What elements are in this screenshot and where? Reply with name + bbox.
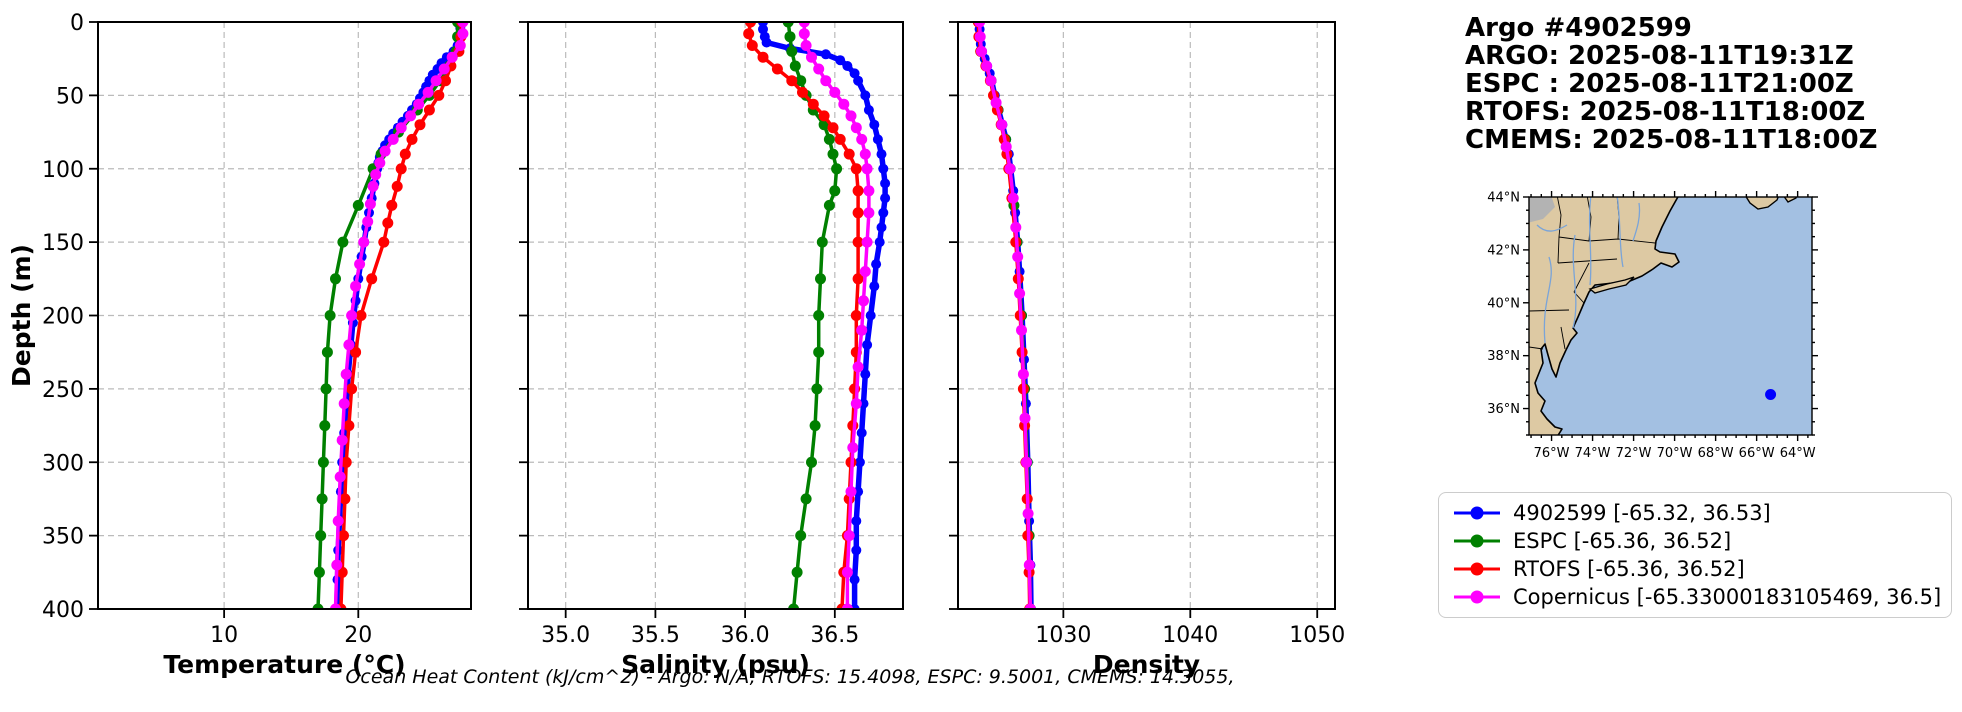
density-panel: 1030 1040 1050 Density	[949, 21, 1345, 679]
legend-item-4902599: 4902599 [-65.32, 36.53]	[1453, 501, 1937, 525]
legend-item-copernicus: Copernicus [-65.33000183105469, 36.5]	[1453, 585, 1941, 609]
map-lon-label: 70°W	[1657, 446, 1693, 461]
depth-axis-label: Depth (m)	[7, 244, 36, 387]
legend-item-espc: ESPC [-65.36, 36.52]	[1453, 529, 1937, 553]
y-tick-label: 200	[42, 305, 84, 330]
temperature-series-copernicus	[330, 21, 469, 610]
legend-marker-icon	[1454, 506, 1500, 520]
x-tick-label: 36.0	[721, 623, 770, 648]
map-lat-label: 38°N	[1487, 349, 1520, 364]
y-tick-label: 0	[70, 11, 84, 36]
map-lat-label: 40°N	[1487, 296, 1520, 311]
map-lat-label: 36°N	[1487, 402, 1520, 417]
legend-marker-icon	[1454, 562, 1500, 576]
map-land-group	[1529, 197, 1798, 435]
legend-item-label: 4902599 [-65.32, 36.53]	[1513, 501, 1771, 525]
map-long-island	[1588, 276, 1635, 294]
map-lat-label: 44°N	[1487, 191, 1520, 206]
salinity-series-espc	[782, 21, 843, 610]
x-tick-label: 1050	[1289, 623, 1345, 648]
info-espc-time: ESPC : 2025-08-11T21:00Z	[1465, 69, 1854, 99]
map-nova-scotia	[1745, 197, 1798, 210]
temperature-panel: 10 20050100150200250300350400Temperature …	[7, 11, 472, 679]
y-tick-label: 150	[42, 231, 84, 256]
map-lon-label: 68°W	[1698, 446, 1734, 461]
profile-charts: 10 20050100150200250300350400Temperature …	[7, 11, 1345, 679]
x-tick-label: 1040	[1162, 623, 1218, 648]
ocean-heat-content-note: Ocean Heat Content (kJ/cm^2) - Argo: N/A…	[345, 666, 1235, 688]
salinity-axis-label: Salinity (psu)	[621, 650, 810, 679]
legend-item-label: Copernicus [-65.33000183105469, 36.5]	[1513, 585, 1942, 609]
x-tick-label: 35.0	[541, 623, 590, 648]
legend-item-rtofs: RTOFS [-65.36, 36.52]	[1453, 557, 1937, 581]
temperature-axis-label: Temperature (°C)	[163, 650, 405, 679]
legend-item-label: ESPC [-65.36, 36.52]	[1513, 529, 1732, 553]
temperature-series-rtofs	[335, 21, 468, 610]
map-rivers	[1536, 197, 1641, 344]
y-tick-label: 350	[42, 525, 84, 550]
map-lat-label: 42°N	[1487, 243, 1520, 258]
info-panel: Argo #4902599 ARGO: 2025-08-11T19:31Z ES…	[1465, 14, 1877, 154]
x-tick-label: 10	[210, 623, 238, 648]
map-gray-region	[1529, 197, 1555, 223]
legend-box: 4902599 [-65.32, 36.53] ESPC [-65.36, 36.…	[1438, 492, 1952, 618]
info-rtofs-time: RTOFS: 2025-08-11T18:00Z	[1465, 97, 1866, 127]
density-series-copernicus	[974, 21, 1036, 610]
y-tick-label: 100	[42, 158, 84, 183]
info-float-id: Argo #4902599	[1465, 13, 1692, 43]
map-lon-label: 66°W	[1739, 446, 1775, 461]
map-lon-label: 72°W	[1616, 446, 1652, 461]
x-tick-label: 20	[344, 623, 372, 648]
map-lon-label: 74°W	[1575, 446, 1611, 461]
salinity-series-copernicus	[798, 21, 875, 610]
info-argo-time: ARGO: 2025-08-11T19:31Z	[1465, 41, 1854, 71]
legend-marker-icon	[1454, 590, 1500, 604]
x-tick-label: 36.5	[810, 623, 859, 648]
x-tick-label: 35.5	[631, 623, 680, 648]
info-cmems-time: CMEMS: 2025-08-11T18:00Z	[1465, 125, 1878, 155]
y-tick-label: 300	[42, 451, 84, 476]
y-tick-label: 50	[56, 84, 84, 109]
map-argo-location-dot	[1765, 389, 1777, 401]
y-tick-label: 400	[42, 598, 84, 623]
map-lon-label: 64°W	[1780, 446, 1816, 461]
map-lon-label: 76°W	[1534, 446, 1570, 461]
map-land	[1529, 197, 1680, 435]
y-tick-label: 250	[42, 378, 84, 403]
x-tick-label: 1030	[1035, 623, 1091, 648]
density-axis-label: Density	[1093, 650, 1200, 679]
legend-item-label: RTOFS [-65.36, 36.52]	[1513, 557, 1745, 581]
salinity-series-argo	[758, 21, 891, 610]
legend-marker-icon	[1454, 534, 1500, 548]
location-map: 44°N 42°N 40°N 38°N 36°N 76°W 74°W 72°W 70°W 68°W…	[1487, 191, 1818, 461]
